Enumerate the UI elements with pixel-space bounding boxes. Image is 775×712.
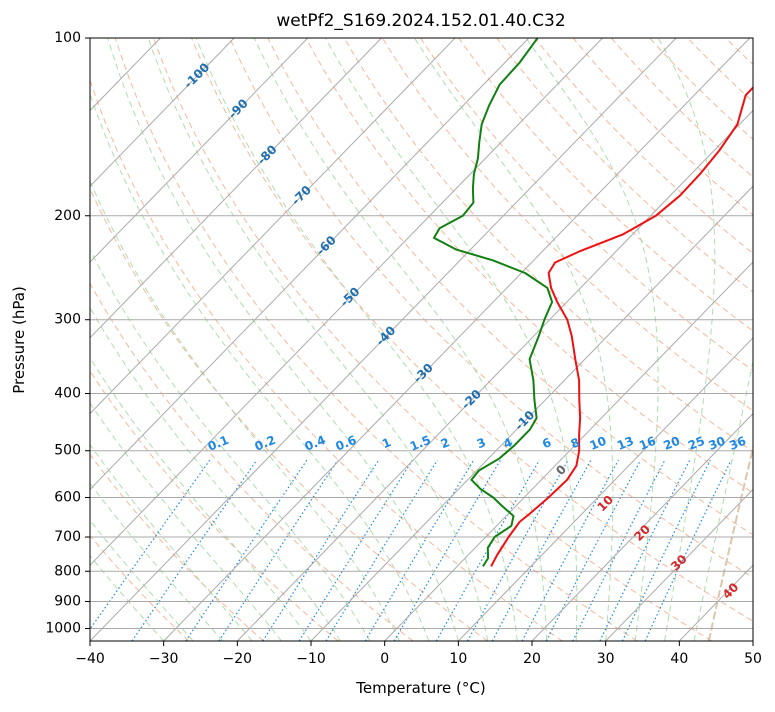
y-tick-label: 800	[54, 563, 81, 579]
mixing-ratio-label: 16	[637, 434, 658, 453]
mixing-ratio-lines	[82, 460, 731, 641]
dry-adiabat	[650, 38, 775, 641]
y-axis-ticks: 100 200 300 400 500 600 700 800 900 1000	[45, 30, 90, 636]
isotherm-line	[164, 38, 750, 641]
y-tick-label: 500	[54, 443, 81, 459]
isotherm-line	[532, 38, 775, 641]
dry-adiabat	[192, 38, 775, 641]
x-tick-label: −10	[296, 651, 326, 667]
dry-adiabat	[535, 38, 775, 641]
moist-adiabat-label: 0	[553, 462, 569, 478]
mixing-ratio-line	[326, 460, 437, 641]
moist-adiabat	[0, 38, 282, 641]
x-tick-label: 30	[597, 651, 615, 667]
mixing-ratio-line	[573, 460, 665, 641]
moist-adiabat	[0, 38, 252, 641]
moist-adiabat-label: 30	[668, 552, 690, 574]
mixing-ratio-line	[365, 460, 473, 641]
moist-adiabat	[254, 38, 546, 641]
y-tick-label: 400	[54, 386, 81, 402]
dry-adiabat	[39, 38, 488, 641]
y-tick-label: 1000	[45, 620, 81, 636]
mixing-ratio-label: 4	[501, 435, 514, 451]
mixing-ratio-label: 25	[686, 434, 707, 453]
y-tick-label: 200	[54, 208, 81, 224]
moist-adiabat	[196, 38, 517, 641]
y-axis-label: Pressure (hPa)	[10, 286, 28, 394]
x-tick-label: −30	[149, 651, 179, 667]
mixing-ratio-label: 1	[380, 435, 393, 451]
x-tick-label: −40	[75, 651, 105, 667]
mixing-ratio-label: 3	[475, 435, 488, 451]
isotherm-line	[0, 38, 529, 641]
mixing-ratio-line	[468, 460, 569, 641]
dry-adiabat	[459, 38, 775, 641]
x-tick-label: 50	[744, 651, 762, 667]
dry-adiabat	[1, 38, 413, 641]
isotherm-line	[753, 38, 775, 641]
isotherm-line	[458, 38, 775, 641]
x-tick-label: 20	[523, 651, 541, 667]
isotherm-line	[606, 38, 775, 641]
x-axis-ticks: −40 −30 −20 −10 0 10 20 30 40 50	[75, 641, 762, 667]
y-tick-label: 900	[54, 593, 81, 609]
dry-adiabat	[0, 38, 189, 641]
moist-adiabat	[0, 38, 341, 641]
isotherm-line	[0, 38, 234, 641]
dry-adiabat	[726, 38, 775, 641]
mixing-ratio-label: 2	[439, 435, 452, 451]
y-tick-label: 100	[54, 30, 81, 46]
isotherm-line	[385, 38, 775, 641]
pressure-gridlines	[90, 38, 753, 628]
parcel-curve	[709, 38, 775, 641]
y-tick-label: 300	[54, 312, 81, 328]
moist-adiabat	[108, 38, 459, 641]
mixing-ratio-label: 6	[540, 435, 553, 451]
mixing-ratio-line	[645, 460, 731, 641]
moist-adiabat	[0, 38, 311, 641]
x-tick-label: 0	[380, 651, 389, 667]
moist-adiabat	[658, 38, 715, 641]
x-tick-label: 10	[449, 651, 467, 667]
moist-adiabat	[148, 38, 488, 641]
isotherm-line	[0, 38, 381, 641]
mixing-ratio-line	[186, 460, 307, 641]
y-tick-label: 700	[54, 529, 81, 545]
moist-adiabat-label: 40	[720, 580, 742, 602]
mixing-ratio-line	[622, 460, 710, 641]
x-tick-label: −20	[223, 651, 253, 667]
chart-title: wetPf2_S169.2024.152.01.40.C32	[276, 11, 565, 31]
plot-frame	[90, 38, 753, 641]
dry-adiabat	[764, 38, 775, 641]
x-axis-label: Temperature (°C)	[355, 679, 485, 697]
mixing-ratio-label: 20	[661, 434, 682, 453]
moist-adiabat	[43, 38, 399, 641]
mixing-ratio-label: 30	[707, 434, 728, 453]
y-tick-label: 600	[54, 489, 81, 505]
moist-adiabat-label: 20	[631, 522, 653, 544]
mixing-ratio-label: 13	[615, 434, 636, 453]
isotherm-line	[16, 38, 602, 641]
moist-adiabat	[0, 38, 223, 641]
mixing-ratio-line	[263, 460, 379, 641]
dry-adiabat	[0, 38, 338, 641]
mixing-ratio-line	[299, 460, 412, 641]
moist-adiabat	[414, 38, 613, 641]
dry-adiabat	[0, 38, 264, 641]
isotherm-line	[237, 38, 775, 641]
isotherm-line	[0, 38, 308, 641]
dry-adiabat	[421, 38, 775, 641]
x-tick-label: 40	[670, 651, 688, 667]
dry-adiabat	[77, 38, 562, 641]
dry-adiabat	[688, 38, 775, 641]
profile-series	[434, 38, 775, 566]
mixing-ratio-label: 10	[588, 434, 609, 453]
moist-adiabat	[0, 38, 193, 641]
mixing-ratio-line	[219, 460, 338, 641]
